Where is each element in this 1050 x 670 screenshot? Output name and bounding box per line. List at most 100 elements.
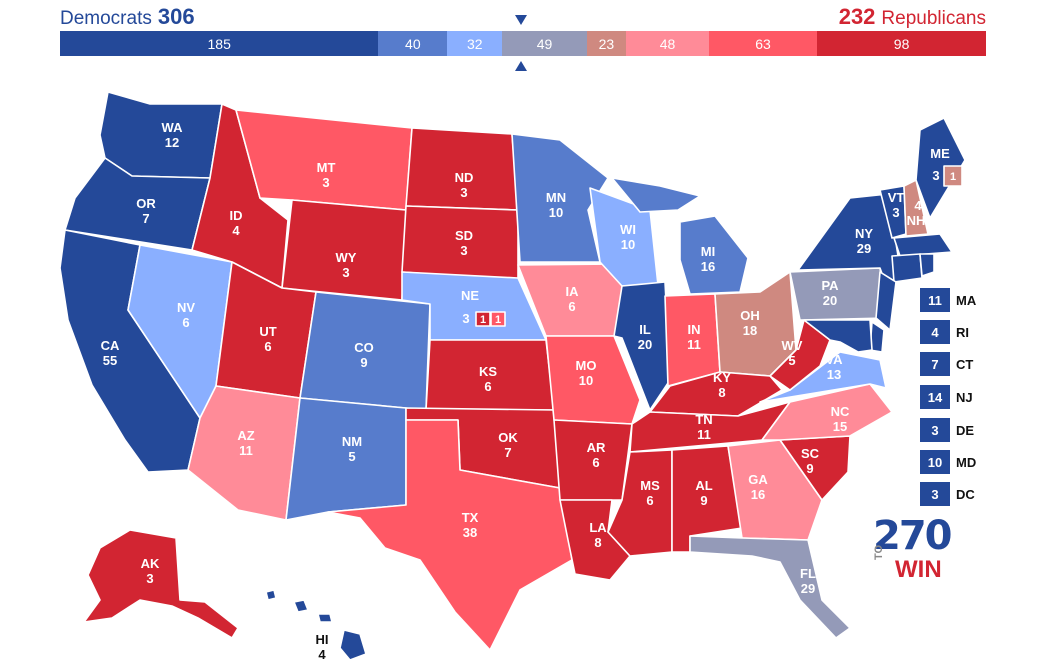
small-state-MD[interactable]: 10 MD [920,450,1030,474]
small-state-abbr: RI [956,324,969,340]
bar-segment-safe-d[interactable]: 185 [60,31,379,56]
small-state-abbr: MD [956,454,977,470]
state-ME2[interactable] [943,165,963,187]
svg-text:HI4: HI 4 [316,632,329,662]
small-state-ev[interactable]: 10 [920,450,950,474]
label-CO: CO [354,340,374,355]
small-state-DC[interactable]: 3 DC [920,482,1030,506]
state-NH[interactable] [903,179,929,237]
small-state-DE[interactable]: 3 DE [920,418,1030,442]
state-MA[interactable] [893,233,953,257]
small-state-MA[interactable]: 11 MA [920,288,1030,312]
label-IA: IA [566,284,580,299]
state-GA[interactable] [727,439,823,541]
state-IL[interactable] [613,281,671,411]
label-NE2: 1 [495,314,501,326]
label-MS: MS [640,478,660,493]
small-state-abbr: NJ [956,389,973,405]
small-state-ev[interactable]: 11 [920,288,950,312]
small-state-ev[interactable]: 14 [920,385,950,409]
bar-segment-tossup[interactable]: 49 [502,31,587,56]
state-NJ[interactable] [875,271,897,331]
state-CT[interactable] [891,253,923,283]
democrats-total: Democrats 306 [60,4,201,30]
bar-segment-lean-r[interactable]: 48 [626,31,709,56]
label-SD: SD [455,228,473,243]
state-MI-UP[interactable] [611,177,701,213]
label-WV: WV [782,338,803,353]
small-state-CT[interactable]: 7 CT [920,352,1030,376]
label-NE-ev: 3 [462,311,469,326]
svg-text:UT6: UT 6 [259,324,276,354]
svg-text:AL9: AL 9 [695,478,712,508]
state-FL[interactable] [689,535,851,639]
bar-segment-safe-r[interactable]: 98 [817,31,986,56]
small-state-ev[interactable]: 4 [920,320,950,344]
label-MI: MI [701,244,715,259]
state-LA[interactable] [559,499,631,581]
state-ME[interactable] [915,117,966,219]
state-MO[interactable] [545,335,641,425]
state-NE1[interactable] [475,311,491,327]
svg-text:MS6: MS 6 [640,478,660,508]
logo-number: 270 [873,513,953,559]
small-state-abbr: DC [956,486,975,502]
svg-text:ID4: ID 4 [230,208,243,238]
state-NC[interactable] [761,383,893,441]
small-state-RI[interactable]: 4 RI [920,320,1030,344]
small-state-ev[interactable]: 3 [920,482,950,506]
label-IL: IL [639,322,651,337]
small-state-ev[interactable]: 3 [920,418,950,442]
svg-text:KS6: KS 6 [479,364,497,394]
state-RI[interactable] [919,253,935,277]
bar-segment-lean-d[interactable]: 32 [447,31,503,56]
label-UT: UT [259,324,276,339]
republicans-electoral-votes: 232 [838,4,876,29]
republicans-total: 232 Republicans [833,4,986,30]
label-AR: AR [587,440,606,455]
label-CA: CA [101,338,120,353]
label-VA: VA [825,352,843,367]
label-MO: MO [576,358,597,373]
label-NE1: 1 [480,314,486,326]
state-MI[interactable] [679,215,749,295]
svg-text:SC9: SC 9 [801,446,820,476]
state-NE2[interactable] [490,311,506,327]
state-AK[interactable] [83,529,239,639]
state-WA[interactable] [99,91,223,179]
label-NH: NH [907,213,926,228]
svg-text:AR6: AR 6 [587,440,606,470]
state-PA[interactable] [789,267,887,321]
small-state-abbr: CT [956,356,974,372]
label-OR: OR [136,196,156,211]
svg-text:CO9: CO 9 [354,340,374,370]
270towin-logo[interactable]: 270 TO WIN [873,516,953,586]
state-NM[interactable] [285,397,407,521]
small-state-ev[interactable]: 7 [920,352,950,376]
label-MN: MN [546,190,566,205]
state-MN[interactable] [511,133,609,263]
svg-text:SD3: SD 3 [455,228,473,258]
svg-text:WV5: WV 5 [782,338,803,368]
svg-text:LA8: LA 8 [589,520,607,550]
bar-segment-likely-r[interactable]: 63 [708,31,818,56]
state-TX[interactable] [327,419,573,651]
state-MD[interactable] [803,319,873,353]
svg-text:MT3: MT 3 [317,160,336,190]
label-OH: OH [740,308,760,323]
label-AZ: AZ [237,428,254,443]
electoral-vote-bar: 185 40 32 49 23 48 63 98 [60,31,986,56]
small-state-NJ[interactable]: 14 NJ [920,385,1030,409]
bar-segment-likely-d[interactable]: 40 [378,31,448,56]
bar-segment-tilt-r[interactable]: 23 [586,31,627,56]
svg-text:4NH: 4 NH [907,198,926,228]
svg-text:ND3: ND 3 [455,170,474,200]
state-HI[interactable] [265,589,367,661]
label-NY: NY [855,226,873,241]
